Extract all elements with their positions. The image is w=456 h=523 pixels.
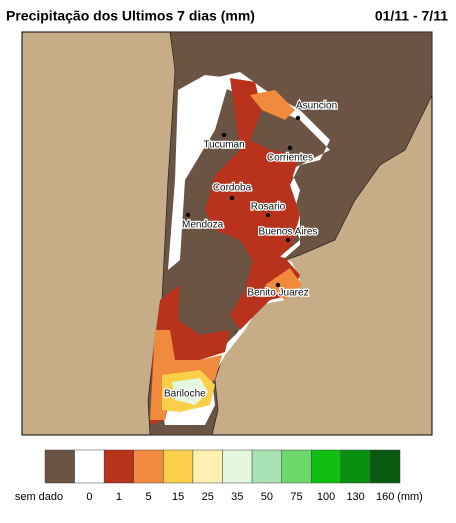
city-dot bbox=[275, 282, 281, 288]
legend-label: 100 bbox=[317, 491, 335, 503]
legend-label: 130 bbox=[346, 491, 364, 503]
legend-label: 15 bbox=[172, 491, 184, 503]
rain-1 bbox=[205, 78, 300, 270]
city-dot bbox=[221, 132, 227, 138]
legend-swatch bbox=[281, 449, 312, 484]
title: Precipitação dos Ultimos 7 dias (mm) bbox=[6, 8, 255, 24]
legend-unit: (mm) bbox=[397, 491, 423, 503]
legend-swatch bbox=[370, 449, 401, 484]
legend-swatch bbox=[192, 449, 223, 484]
city-label: Benito Juarez bbox=[247, 288, 308, 299]
city-dot bbox=[165, 389, 171, 395]
legend-swatch bbox=[340, 449, 371, 484]
legend-swatch bbox=[44, 449, 75, 484]
legend-label: 75 bbox=[290, 491, 302, 503]
city-label: Asuncion bbox=[296, 101, 337, 112]
city-label: Cordoba bbox=[213, 183, 252, 194]
city-dot bbox=[265, 212, 271, 218]
city-dot bbox=[287, 145, 293, 151]
legend-swatch bbox=[251, 449, 282, 484]
legend-label: 1 bbox=[116, 491, 122, 503]
rain-1-south bbox=[230, 250, 300, 330]
city-dot bbox=[285, 237, 291, 243]
city-dot bbox=[229, 195, 235, 201]
legend-label: 0 bbox=[86, 491, 92, 503]
city-dot bbox=[295, 115, 301, 121]
legend-swatch bbox=[103, 449, 134, 484]
legend-swatch bbox=[163, 449, 194, 484]
city-label: Bariloche bbox=[164, 389, 206, 400]
rain-5 bbox=[250, 90, 295, 120]
map bbox=[21, 31, 433, 436]
date-range: 01/11 - 7/11 bbox=[375, 8, 448, 24]
legend: sem dado 0 1 5 15 25 35 50 75 100 130 160 (mm) bbox=[15, 449, 423, 503]
legend-label: 35 bbox=[231, 491, 243, 503]
city-label: Mendoza bbox=[182, 220, 224, 231]
city-label: Buenos Aires bbox=[259, 227, 318, 238]
legend-label: 5 bbox=[145, 491, 151, 503]
city-label: Tucuman bbox=[203, 140, 244, 151]
legend-swatch bbox=[74, 449, 105, 484]
legend-label: sem dado bbox=[15, 491, 63, 503]
rain-35 bbox=[172, 378, 208, 405]
city-label: Rosario bbox=[251, 202, 286, 213]
legend-swatch bbox=[222, 449, 253, 484]
city-label: Corrientes bbox=[267, 153, 313, 164]
legend-swatch bbox=[133, 449, 164, 484]
legend-label: 160 bbox=[376, 491, 394, 503]
legend-label: 50 bbox=[261, 491, 273, 503]
dry-west bbox=[168, 75, 230, 270]
legend-swatch bbox=[311, 449, 342, 484]
legend-label: 25 bbox=[202, 491, 214, 503]
rain-5-south bbox=[265, 268, 302, 300]
city-dot bbox=[185, 212, 191, 218]
